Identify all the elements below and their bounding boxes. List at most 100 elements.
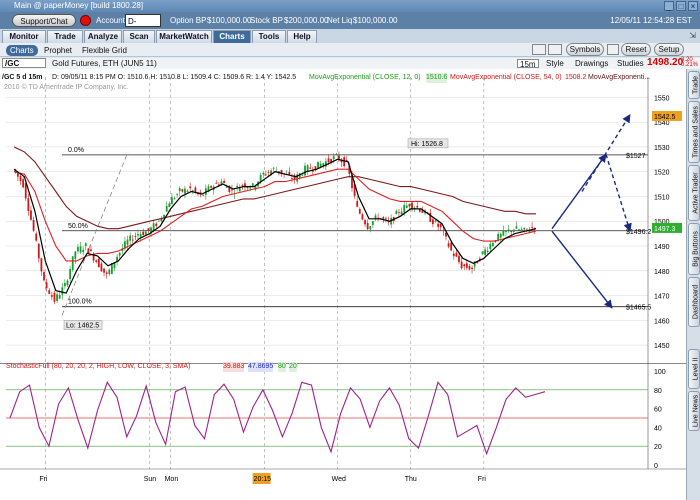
time-axis: FriSunMonTueWedThuFri20:15 [0, 468, 686, 484]
candle-body [465, 263, 468, 268]
candle-body [126, 239, 129, 245]
arrow-down-dashed [605, 154, 632, 232]
tab-analyze[interactable]: Analyze [84, 30, 122, 43]
sidebar-tab-live-news[interactable]: Live News [688, 391, 700, 431]
candle-body [147, 228, 150, 232]
stochastic-tick-label: 80 [654, 388, 662, 395]
stochastic-tick-label: 100 [654, 369, 666, 376]
ema-slow-label[interactable]: MovAvgExponenti... [588, 74, 650, 81]
candle-body [510, 230, 513, 232]
candle-body [416, 205, 419, 208]
account-selector[interactable]: D-11821... [125, 14, 161, 39]
candle-body [77, 246, 79, 252]
candle-body [421, 209, 424, 214]
symbols-button[interactable]: Symbols [566, 43, 604, 56]
alert-icon[interactable] [80, 15, 91, 26]
candle-body [364, 220, 366, 225]
candle-body [298, 173, 301, 178]
candle-body [452, 253, 455, 257]
option-bp-label: Option BP [170, 16, 207, 25]
time-tag [252, 473, 271, 484]
candle-body [236, 185, 239, 188]
tab-marketwatch[interactable]: MarketWatch [156, 30, 212, 43]
candle-body [270, 170, 272, 175]
candle-body [66, 280, 69, 286]
candle-body [492, 242, 494, 247]
tab-tools[interactable]: Tools [252, 30, 286, 43]
sidebar-tab-dashboard[interactable]: Dashboard [688, 277, 700, 327]
price-tick-label: 1520 [654, 170, 670, 177]
maximize-icon[interactable]: □ [676, 1, 686, 11]
candle-body [202, 194, 205, 196]
option-bp-value: $100,000.00 [207, 16, 252, 25]
candle-body [497, 233, 500, 241]
high-label-box [407, 138, 449, 149]
layout-icon[interactable] [532, 44, 546, 55]
candle-body [525, 228, 528, 230]
candle-body [246, 187, 249, 189]
tab-help[interactable]: Help [287, 30, 317, 43]
style-menu[interactable]: Style [546, 59, 564, 68]
tab-monitor[interactable]: Monitor [2, 30, 46, 43]
candles [14, 151, 536, 305]
chart-period: /GC 5 d 15m [2, 74, 43, 81]
stochastic-label[interactable]: StochasticFull (80, 20, 20, 2, HIGH, LOW… [6, 363, 191, 370]
sidebar-tab-big-buttons[interactable]: Big Buttons [688, 223, 700, 275]
fib-50-label: 50.0% [68, 223, 88, 230]
ema54-label[interactable]: MovAvgExponential (CLOSE, 54, 0) [450, 74, 562, 81]
time-tick-label: Fri [478, 476, 487, 483]
candle-body [173, 198, 176, 199]
price-tick-label: 1510 [654, 194, 670, 201]
ema12-label[interactable]: MovAvgExponential (CLOSE, 12, 0) [309, 74, 421, 81]
tab-charts[interactable]: Charts [213, 30, 251, 43]
studies-menu[interactable]: Studies [617, 59, 644, 68]
symbol-input[interactable]: /GC [2, 58, 46, 68]
change-value: -3.20 [679, 57, 693, 63]
candle-body [434, 220, 437, 222]
candle-body [110, 262, 113, 274]
price-tick-label: 1470 [654, 294, 670, 301]
drawings-menu[interactable]: Drawings [575, 59, 609, 68]
tab-scan[interactable]: Scan [123, 30, 155, 43]
candle-body [249, 187, 252, 189]
price-tick-label: 1460 [654, 318, 670, 325]
save-icon[interactable] [607, 44, 619, 55]
price-tick-label: 1450 [654, 343, 670, 350]
chart-area[interactable] [0, 69, 686, 500]
price-chart[interactable]: 0.0% 50.0% 100.0% $1527 $1496.2 $1465.5 Hi: 15… [0, 69, 686, 500]
tab-trade[interactable]: Trade [47, 30, 83, 43]
candle-body [340, 159, 343, 163]
close-icon[interactable]: × [688, 1, 698, 11]
timeframe-selector[interactable]: 15m [517, 59, 539, 69]
candle-body [398, 212, 400, 214]
stochastic-tick-label: 40 [654, 425, 662, 432]
candle-body [439, 223, 442, 228]
candle-body [262, 172, 265, 175]
price-tick-label: 1550 [654, 95, 670, 102]
support-chat-button[interactable]: Support/Chat [12, 14, 76, 27]
candle-body [225, 186, 228, 188]
candle-body [142, 231, 145, 235]
subtab-flexible-grid[interactable]: Flexible Grid [82, 46, 127, 55]
candle-body [231, 189, 233, 191]
sidebar-tab-active-trader[interactable]: Active Trader [688, 165, 700, 221]
candle-body [163, 214, 165, 218]
candle-body [210, 186, 212, 188]
candle-body [408, 204, 411, 207]
candle-body [176, 194, 179, 195]
grid-icon[interactable] [548, 44, 562, 55]
reset-button[interactable]: Reset [621, 43, 651, 56]
sidebar-tab-times-and-sales[interactable]: Times and Sales [688, 101, 700, 163]
subtab-prophet[interactable]: Prophet [44, 46, 73, 55]
candle-body [442, 230, 445, 232]
candle-body [387, 221, 390, 223]
setup-button[interactable]: Setup [654, 43, 684, 56]
subtab-charts[interactable]: Charts [6, 45, 38, 56]
candle-body [168, 203, 171, 208]
candle-body [481, 251, 484, 254]
minimize-icon[interactable]: _ [664, 1, 674, 11]
candle-body [460, 261, 463, 269]
sidebar-tab-trade[interactable]: Trade [688, 71, 700, 99]
expand-icon[interactable]: ⇲ [689, 31, 696, 40]
stochastic-line [9, 381, 546, 456]
